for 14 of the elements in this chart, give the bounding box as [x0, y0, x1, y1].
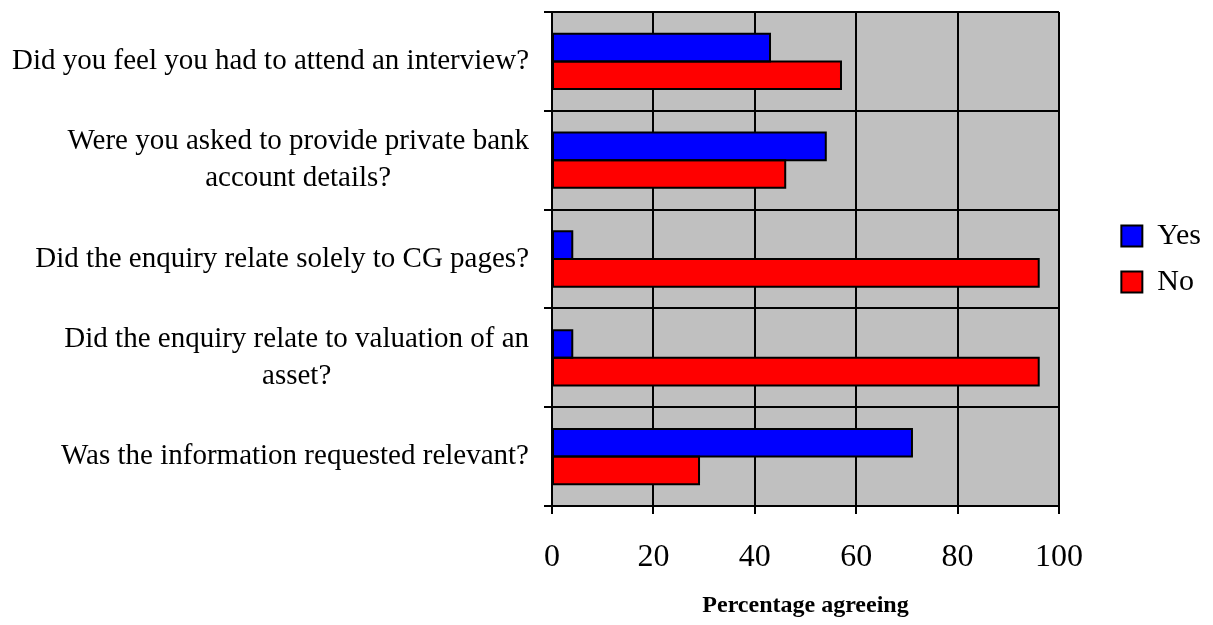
x-axis-title: Percentage agreeing — [702, 590, 909, 617]
y-tick-label: Were you asked to provide private bank account details? — [67, 123, 530, 193]
y-tick-label: Did you feel you had to attend an interview? — [11, 43, 530, 76]
legend-label: No — [1157, 262, 1195, 296]
y-tick-label: Did the enquiry relate solely to CG pages? — [35, 240, 529, 273]
x-tick-label: 80 — [941, 536, 974, 573]
x-tick-label: 20 — [637, 536, 670, 573]
x-tick-label: 100 — [1035, 536, 1083, 573]
x-tick-label: 40 — [738, 536, 771, 573]
x-tick-label: 60 — [840, 536, 873, 573]
legend-label: Yes — [1157, 216, 1201, 250]
x-tick-label: 0 — [544, 536, 560, 573]
y-tick-label: Was the information requested relevant? — [61, 438, 530, 471]
y-tick-label: Did the enquiry relate to valuation of an asset? — [64, 321, 530, 390]
